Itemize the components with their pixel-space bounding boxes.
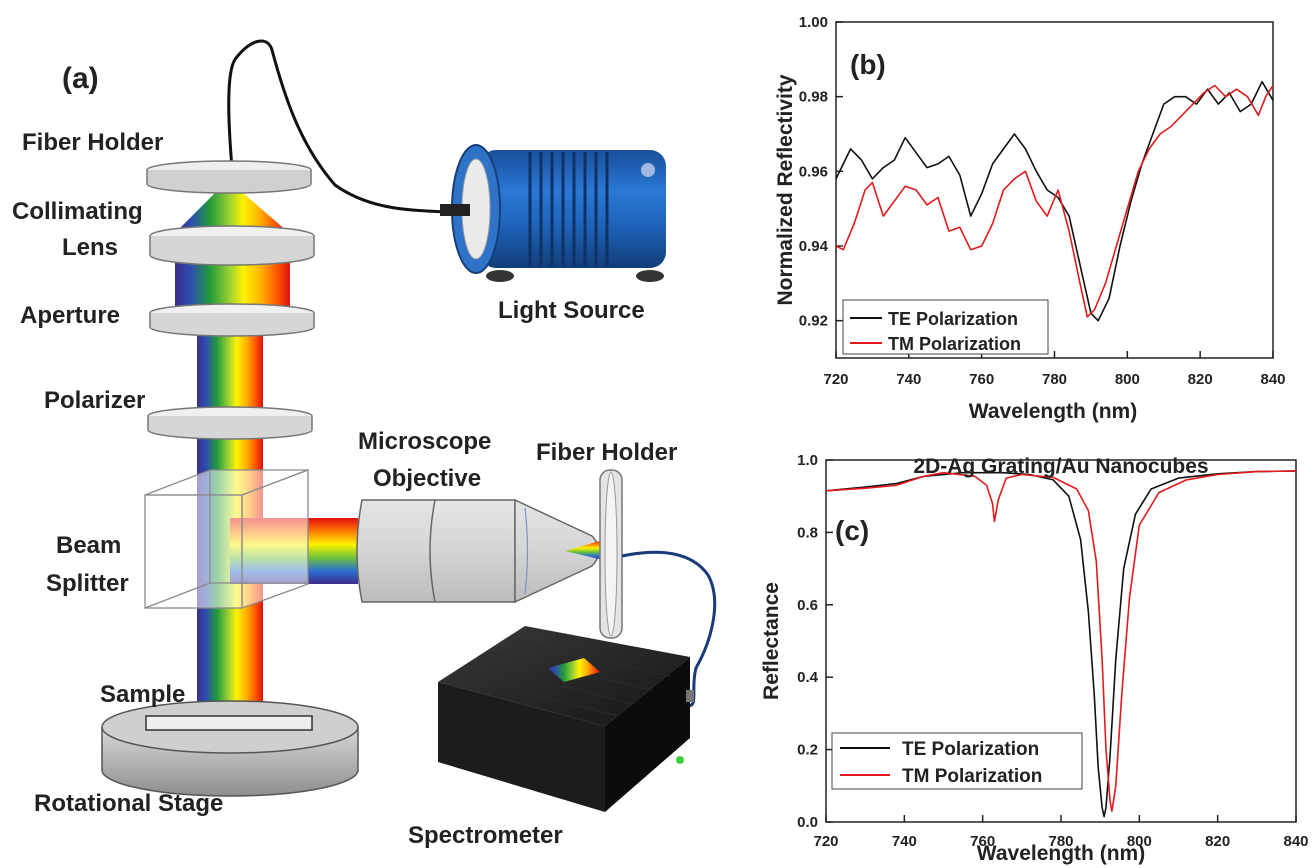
fiber-holder-top	[146, 160, 312, 194]
chart-b-x-tick-label: 720	[823, 371, 848, 388]
divergent-light-cone	[176, 180, 288, 232]
chart-c-series	[825, 470, 1297, 818]
label-light-source: Light Source	[498, 297, 645, 324]
chart-c-y-axis-label: Reflectance	[760, 582, 783, 700]
chart-c-x-tick-label: 800	[1127, 833, 1152, 850]
chart-c-y-tick-label: 0.0	[797, 814, 818, 831]
chart-c-y-tick-label: 0.8	[797, 524, 818, 541]
chart-b-y-tick-label: 0.94	[799, 238, 829, 255]
label-aperture: Aperture	[20, 302, 120, 329]
chart-b-x-tick-label: 760	[969, 371, 994, 388]
polarizer	[147, 406, 313, 440]
chart-c-y-tick-label: 0.4	[797, 669, 819, 686]
fiber-holder-right	[599, 469, 623, 639]
chart-c-x-tick-label: 720	[813, 833, 838, 850]
chart-c-ticks: 720 740 760 780 800 820 840 0.0 0.2 0.4 0.6 0.8 1.0	[797, 452, 1308, 850]
light-source	[440, 144, 666, 282]
chart-b-legend-tm: TM Polarization	[888, 334, 1021, 354]
label-sample: Sample	[100, 681, 185, 708]
fiber-cable-top	[227, 39, 446, 214]
chart-b-x-tick-label: 740	[896, 371, 921, 388]
chart-b-series-line-te	[835, 80, 1274, 322]
label-lens: Lens	[62, 234, 118, 261]
chart-c-y-tick-label: 1.0	[797, 452, 818, 469]
chart-c-legend-tm: TM Polarization	[902, 766, 1042, 787]
label-polarizer: Polarizer	[44, 387, 145, 414]
chart-c-legend: TE Polarization TM Polarization	[831, 732, 1083, 790]
chart-c-legend-te: TE Polarization	[902, 739, 1039, 760]
label-splitter: Splitter	[46, 570, 129, 597]
chart-b-y-tick-label: 0.98	[799, 89, 828, 106]
chart-b-panel-label: (b)	[850, 49, 886, 80]
chart-b: 720 740 760 780 800 820 840 0.92 0.94 0.96 0.98 1.0…	[774, 14, 1286, 423]
chart-b-x-tick-label: 820	[1188, 371, 1213, 388]
chart-c-series-line-te	[825, 470, 1297, 818]
label-fiber-holder-top: Fiber Holder	[22, 129, 163, 156]
chart-b-legend: TE Polarization TM Polarization	[842, 299, 1049, 355]
chart-c-y-tick-label: 0.6	[797, 597, 818, 614]
label-beam: Beam	[56, 532, 121, 559]
chart-b-x-tick-label: 840	[1260, 371, 1285, 388]
chart-c-y-tick-label: 0.2	[797, 742, 818, 759]
label-collimating: Collimating	[12, 198, 143, 225]
chart-b-y-tick-label: 0.96	[799, 163, 828, 180]
aperture	[149, 303, 315, 337]
chart-c-panel-label: (c)	[835, 515, 869, 546]
chart-b-ticks: 720 740 760 780 800 820 840 0.92 0.94 0.96 0.98 1.0…	[799, 14, 1286, 388]
chart-c-x-tick-label: 760	[970, 833, 995, 850]
spectrometer	[438, 626, 694, 812]
chart-c: 720 740 760 780 800 820 8400.00.20.40.60.81.0 …	[760, 452, 1309, 865]
chart-c-x-axis-label: Wavelength (nm)	[977, 842, 1145, 865]
label-rotational-stage: Rotational Stage	[34, 790, 223, 817]
chart-c-x-tick-label: 780	[1048, 833, 1073, 850]
chart-b-y-tick-label: 0.92	[799, 313, 828, 330]
chart-c-series-line-tm	[825, 470, 1297, 812]
chart-b-legend-te: TE Polarization	[888, 309, 1018, 329]
sample	[145, 715, 313, 731]
label-microscope: Microscope	[358, 428, 491, 455]
chart-b-x-axis-label: Wavelength (nm)	[969, 400, 1137, 423]
label-objective: Objective	[373, 465, 481, 492]
collimating-lens	[149, 225, 315, 266]
chart-c-x-tick-label: 740	[892, 833, 917, 850]
microscope-objective	[356, 498, 603, 604]
chart-b-series-line-tm	[835, 84, 1274, 318]
beam-splitter-cube	[144, 469, 309, 609]
chart-c-title: 2D-Ag Grating/Au Nanocubes	[913, 455, 1208, 478]
chart-c-x-tick-label: 840	[1283, 833, 1308, 850]
chart-c-x-tick-label: 820	[1205, 833, 1230, 850]
chart-b-y-axis-label: Normalized Reflectivity	[774, 74, 797, 305]
chart-b-y-tick-label: 1.00	[799, 14, 828, 31]
chart-b-x-tick-label: 780	[1042, 371, 1067, 388]
label-spectrometer: Spectrometer	[408, 822, 563, 849]
label-fiber-holder-right: Fiber Holder	[536, 439, 677, 466]
panel-a-label: (a)	[62, 62, 99, 95]
panel-a-setup: (a)	[12, 39, 717, 849]
chart-b-x-tick-label: 800	[1115, 371, 1140, 388]
chart-b-series	[835, 80, 1274, 322]
